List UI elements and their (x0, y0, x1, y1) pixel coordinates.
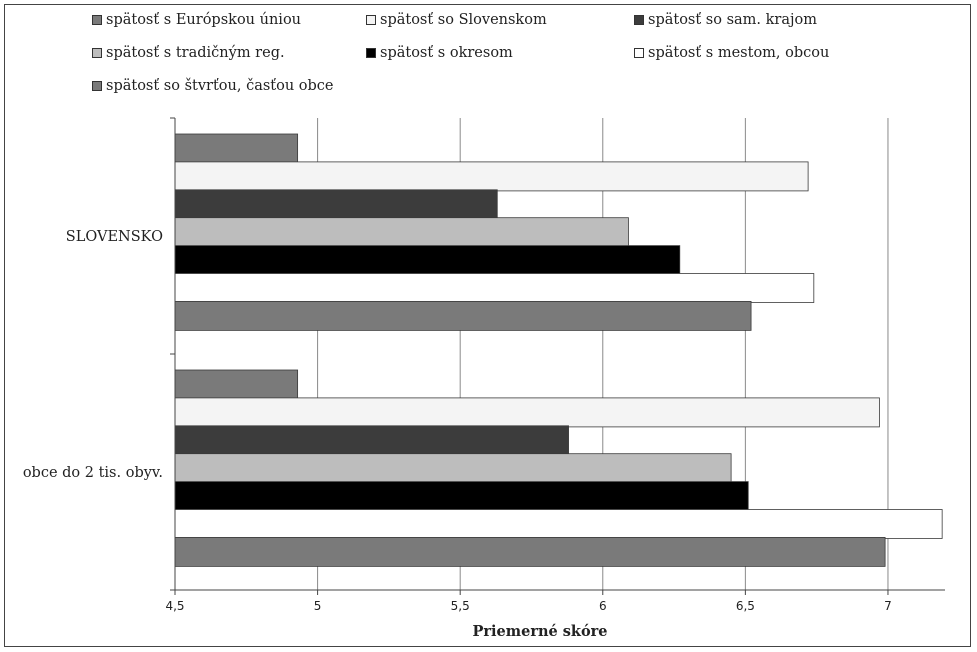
legend-label-okres: spätosť s okresom (380, 45, 513, 61)
bar-0-1 (174, 161, 809, 192)
x-tick-label-0: 4,5 (165, 599, 184, 613)
category-label-0: SLOVENSKO (66, 229, 163, 245)
x-tick-label-4: 6,5 (736, 599, 755, 613)
legend-label-eu: spätosť s Európskou úniou (106, 12, 302, 28)
bar-1-4 (174, 481, 749, 512)
bar-0-4 (174, 245, 681, 276)
legend-item-eu: spätosť s Európskou úniou (92, 12, 301, 28)
legend-item-kraj: spätosť so sam. krajom (634, 12, 817, 28)
x-tick-label-2: 5,5 (451, 599, 470, 613)
legend-swatch-stvrt (92, 81, 102, 91)
legend-label-slovensko: spätosť so Slovenskom (380, 12, 547, 28)
x-axis-title: Priemerné skóre (472, 623, 607, 640)
category-label-1: obce do 2 tis. obyv. (23, 465, 163, 481)
bar-0-3 (174, 217, 629, 248)
legend-item-region: spätosť s tradičným reg. (92, 45, 285, 61)
bar-1-3 (174, 453, 732, 484)
bar-1-6 (174, 537, 886, 567)
bar-0-6 (174, 300, 752, 331)
legend-swatch-region (92, 48, 102, 58)
legend-swatch-okres (366, 48, 376, 58)
legend-swatch-slovensko (366, 15, 376, 25)
legend-item-okres: spätosť s okresom (366, 45, 513, 61)
bar-1-0 (174, 369, 299, 400)
x-tick-label-5: 7 (884, 599, 892, 613)
legend-label-mesto: spätosť s mestom, obcou (648, 45, 830, 61)
legend-item-slovensko: spätosť so Slovenskom (366, 12, 547, 28)
bar-1-1 (174, 397, 880, 428)
bar-0-2 (174, 189, 498, 220)
legend-label-stvrt: spätosť so štvrťou, časťou obce (106, 78, 334, 94)
legend-swatch-kraj (634, 15, 644, 25)
bar-0-5 (174, 273, 815, 303)
x-tick-label-1: 5 (314, 599, 322, 613)
bar-1-2 (174, 425, 569, 456)
legend-swatch-eu (92, 15, 102, 25)
x-tick-label-3: 6 (599, 599, 607, 613)
legend-item-mesto: spätosť s mestom, obcou (634, 45, 829, 61)
legend-label-kraj: spätosť so sam. krajom (648, 12, 817, 28)
bar-1-5 (174, 509, 943, 539)
legend-swatch-mesto (634, 48, 644, 58)
legend-label-region: spätosť s tradičným reg. (106, 45, 285, 61)
legend: spätosť s Európskou úniou spätosť so Slo… (0, 0, 977, 110)
legend-item-stvrt: spätosť so štvrťou, časťou obce (92, 78, 334, 94)
bar-0-0 (174, 133, 299, 164)
